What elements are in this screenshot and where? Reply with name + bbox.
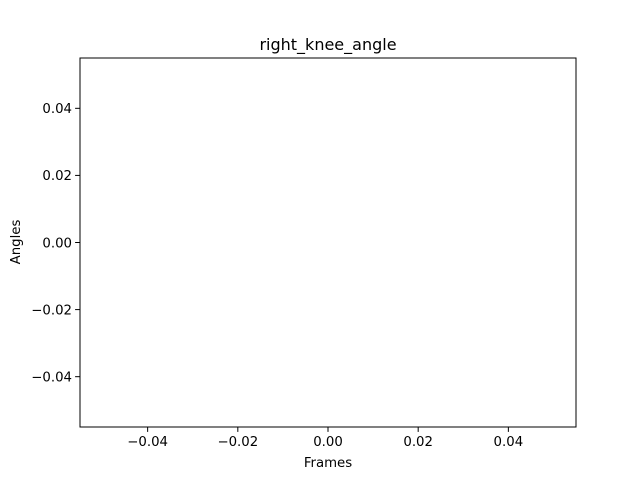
x-tick-label: −0.04 <box>127 435 168 450</box>
y-tick-label: −0.02 <box>31 303 72 318</box>
y-axis: −0.04 −0.02 0.00 0.02 0.04 <box>31 102 80 385</box>
x-tick-label: 0.04 <box>494 435 524 450</box>
y-tick-label: −0.04 <box>31 370 72 385</box>
chart-title: right_knee_angle <box>259 35 396 55</box>
y-tick-label: 0.02 <box>42 169 72 184</box>
y-tick-label: 0.00 <box>42 236 72 251</box>
y-tick-label: 0.04 <box>42 102 72 117</box>
x-tick-label: −0.02 <box>217 435 258 450</box>
x-tick-label: 0.02 <box>403 435 433 450</box>
x-tick-label: 0.00 <box>313 435 343 450</box>
x-axis: −0.04 −0.02 0.00 0.02 0.04 <box>127 427 523 450</box>
y-axis-label: Angles <box>9 220 24 265</box>
x-axis-label: Frames <box>304 456 352 471</box>
